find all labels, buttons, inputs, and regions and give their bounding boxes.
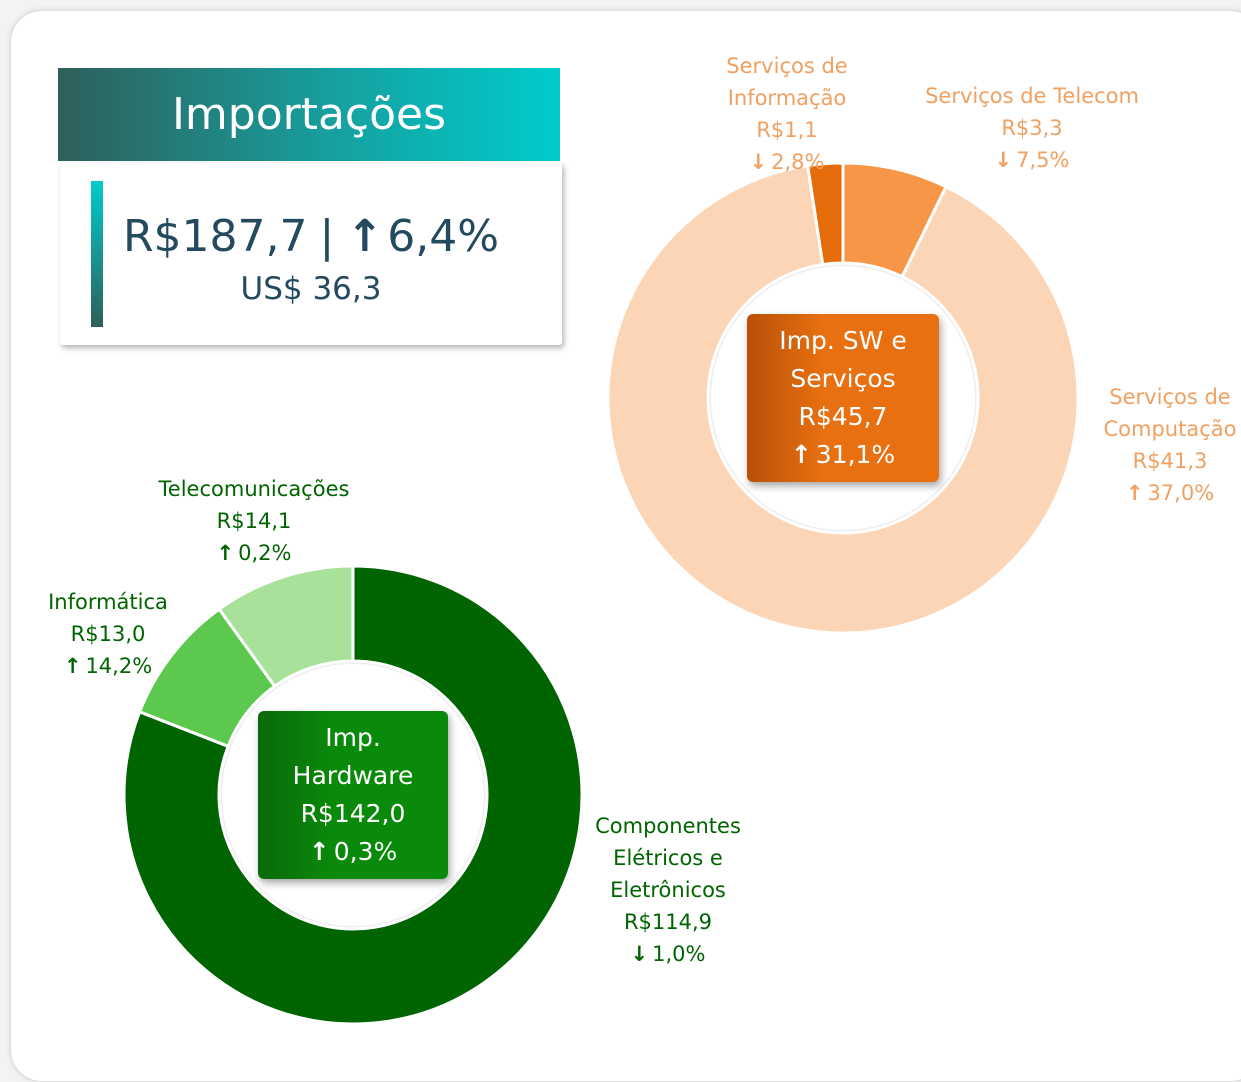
center-title: Imp. SW e Serviços [779, 326, 907, 393]
slice-name: Componentes Elétricos e Eletrônicos [595, 814, 741, 902]
slice-name: Serviços de Informação [726, 54, 848, 110]
summary-main: R$187,7|6,4% [60, 211, 562, 262]
accent-bar [91, 181, 103, 327]
summary-change: 6,4% [346, 211, 499, 262]
center-change: 31,1% [791, 436, 895, 474]
slice-label: Componentes Elétricos e Eletrônicos R$114… [581, 810, 756, 970]
slice-value: R$14,1 [216, 509, 292, 533]
summary-value: R$187,7 [122, 211, 308, 262]
slice-change: 0,2% [124, 537, 384, 569]
slice-name: Informática [48, 590, 168, 614]
center-title: Imp. Hardware [292, 723, 414, 790]
slice-name: Serviços de Computação [1103, 385, 1237, 441]
slice-change: 7,5% [902, 144, 1162, 176]
slice-label: Serviços de Computação R$41,3 37,0% [1095, 381, 1241, 509]
slice-change: 2,8% [712, 146, 862, 178]
slice-label: Serviços de Informação R$1,1 2,8% [712, 50, 862, 178]
slice-value: R$13,0 [70, 622, 146, 646]
center-box: Imp. Hardware R$142,0 0,3% [258, 711, 448, 879]
center-value: R$142,0 [300, 799, 406, 828]
slice-label: Serviços de Telecom R$3,3 7,5% [902, 80, 1162, 176]
center-value: R$45,7 [798, 402, 888, 431]
donut-slice [606, 163, 1080, 635]
center-change: 0,3% [309, 833, 398, 871]
slice-value: R$41,3 [1132, 449, 1208, 473]
title-bar: Importações [58, 68, 560, 161]
separator: | [319, 211, 335, 262]
summary-usd: US$ 36,3 [240, 271, 382, 307]
slice-change: 14,2% [8, 650, 208, 682]
slice-value: R$1,1 [756, 118, 818, 142]
slice-change: 37,0% [1095, 477, 1241, 509]
slice-label: Informática R$13,0 14,2% [8, 586, 208, 682]
slice-value: R$3,3 [1001, 116, 1063, 140]
center-box: Imp. SW e Serviços R$45,7 31,1% [747, 314, 939, 482]
slice-change: 1,0% [581, 938, 756, 970]
summary-card: R$187,7|6,4% US$ 36,3 [60, 163, 562, 345]
slice-name: Telecomunicações [158, 477, 350, 501]
slice-name: Serviços de Telecom [925, 84, 1139, 108]
slice-label: Telecomunicações R$14,1 0,2% [124, 473, 384, 569]
slice-value: R$114,9 [623, 910, 713, 934]
donut-slice [122, 564, 584, 1026]
